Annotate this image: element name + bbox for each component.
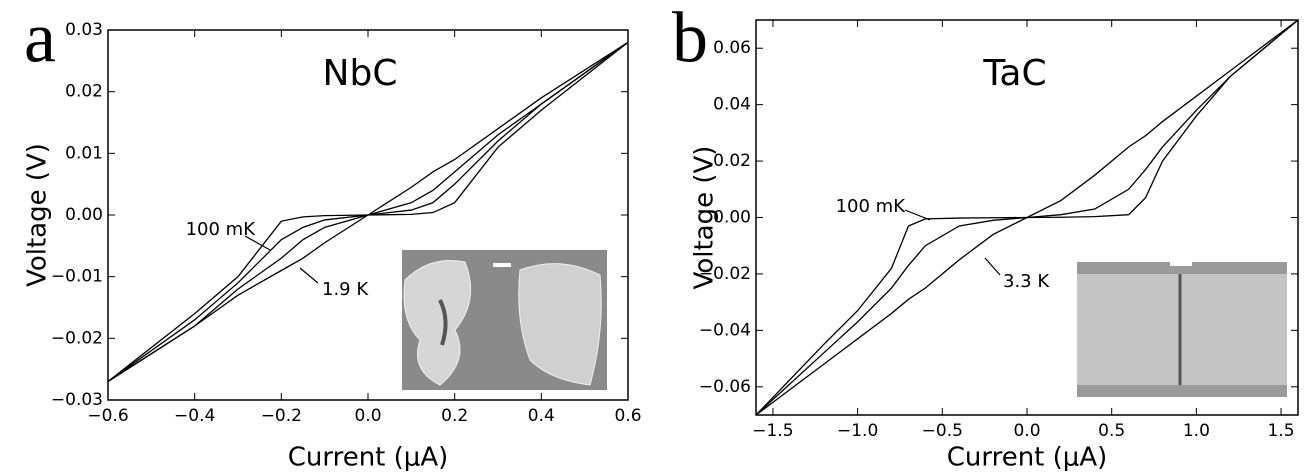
y-tick-label: 0.01 [65,143,103,163]
annotation: 100 mK [836,196,907,217]
figure: −1.5 −1.0 −0.5 0.0 0.5 1.0 1.5 −0.06 −0.04 −0.02 0… [0,0,1308,473]
x-tick-label: 0.4 [528,406,555,426]
x-tick-label: 0.6 [614,406,641,426]
y-tick-label: 0.00 [65,205,103,225]
x-tick-label: 0.5 [1098,421,1125,441]
x-tick-label: −0.5 [922,421,963,441]
panel-letter: a [24,0,56,78]
inset-a [402,250,607,390]
y-tick-label: 0.02 [65,82,103,102]
annotation-arrow [985,258,1000,275]
y-axis-label: Voltage (V) [690,146,720,290]
x-tick-label: −0.4 [174,406,215,426]
panel-letter: b [672,0,708,78]
annotation: 3.3 K [1003,271,1050,292]
x-axis-label: Current (μA) [288,443,449,473]
x-tick-label: −1.5 [752,421,793,441]
y-axis-label: Voltage (V) [23,143,53,287]
x-tick-label: 0.0 [1013,421,1040,441]
x-tick-label: −1.0 [837,421,878,441]
x-tick-label: −0.2 [261,406,302,426]
x-tick-label: 0.2 [441,406,468,426]
annotation: 1.9 K [322,279,369,300]
inset-b [1077,262,1287,397]
y-tick-label: 0.04 [713,95,751,115]
annotation-arrow [245,236,270,250]
y-tick-label: −0.03 [51,390,103,410]
y-tick-label: −0.04 [699,320,751,340]
x-axis-label: Current (μA) [947,443,1108,473]
x-tick-label: 1.5 [1268,421,1295,441]
chart-title: TaC [982,53,1046,94]
y-tick-label: −0.06 [699,377,751,397]
annotation-arrow [300,268,318,283]
annotation-arrow [905,210,930,220]
x-tick-label: 0.0 [354,406,381,426]
y-tick-label: 0.06 [713,38,751,58]
chart-title: NbC [323,53,398,94]
y-tick-label: −0.01 [51,267,103,287]
x-tick-label: 1.0 [1183,421,1210,441]
y-tick-label: −0.02 [51,328,103,348]
y-tick-label: 0.03 [65,20,103,40]
